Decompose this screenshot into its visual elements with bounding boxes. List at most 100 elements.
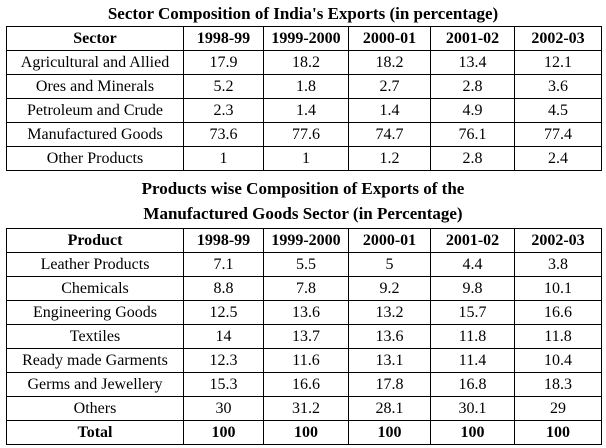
table-cell: 12.5 bbox=[183, 300, 264, 325]
table-cell: 15.7 bbox=[430, 300, 515, 325]
table-cell: 18.3 bbox=[514, 372, 602, 397]
table-cell: 5.5 bbox=[263, 252, 349, 277]
table-cell: Petroleum and Crude bbox=[6, 98, 184, 123]
column-header: Product bbox=[6, 228, 184, 253]
table-cell: 9.2 bbox=[348, 276, 431, 301]
table-row: Chemicals 8.8 7.8 9.2 9.8 10.1 bbox=[6, 276, 602, 301]
table-cell: 4.4 bbox=[430, 252, 515, 277]
table-cell: 2.4 bbox=[514, 146, 602, 171]
table-header-row: Product 1998-99 1999-2000 2000-01 2001-0… bbox=[6, 228, 602, 253]
table-cell: 16.6 bbox=[263, 372, 349, 397]
column-header: 2001-02 bbox=[430, 228, 515, 253]
table-cell: 18.2 bbox=[263, 50, 349, 75]
total-cell: 100 bbox=[348, 420, 431, 445]
table-cell: 8.8 bbox=[183, 276, 264, 301]
table-cell: 4.5 bbox=[514, 98, 602, 123]
column-header: 1998-99 bbox=[183, 228, 264, 253]
table-cell: 2.7 bbox=[348, 74, 431, 99]
table-cell: Other Products bbox=[6, 146, 184, 171]
table-cell: 2.8 bbox=[430, 74, 515, 99]
table-cell: 14 bbox=[183, 324, 264, 349]
table-cell: 12.3 bbox=[183, 348, 264, 373]
table-cell: 16.8 bbox=[430, 372, 515, 397]
table-cell: 77.6 bbox=[263, 122, 349, 147]
table-cell: 12.1 bbox=[514, 50, 602, 75]
table-cell: 13.6 bbox=[263, 300, 349, 325]
column-header: Sector bbox=[6, 26, 184, 51]
table-cell: 11.4 bbox=[430, 348, 515, 373]
column-header: 1999-2000 bbox=[263, 26, 349, 51]
table-cell: Ores and Minerals bbox=[6, 74, 184, 99]
table-cell: 5 bbox=[348, 252, 431, 277]
table-cell: 15.3 bbox=[183, 372, 264, 397]
table-cell: 5.2 bbox=[183, 74, 264, 99]
table-cell: 2.3 bbox=[183, 98, 264, 123]
table-cell: 30 bbox=[183, 396, 264, 421]
table-cell: 7.8 bbox=[263, 276, 349, 301]
table-cell: 29 bbox=[514, 396, 602, 421]
table-cell: 30.1 bbox=[430, 396, 515, 421]
table-cell: Manufactured Goods bbox=[6, 122, 184, 147]
table-cell: 10.1 bbox=[514, 276, 602, 301]
column-header: 2000-01 bbox=[348, 26, 431, 51]
product-composition-table: Product 1998-99 1999-2000 2000-01 2001-0… bbox=[6, 228, 602, 445]
table-cell: 17.8 bbox=[348, 372, 431, 397]
table-row: Ores and Minerals 5.2 1.8 2.7 2.8 3.6 bbox=[6, 74, 602, 99]
table-row: Engineering Goods 12.5 13.6 13.2 15.7 16… bbox=[6, 300, 602, 325]
table-row: Leather Products 7.1 5.5 5 4.4 3.8 bbox=[6, 252, 602, 277]
table-cell: 74.7 bbox=[348, 122, 431, 147]
table-cell: Textiles bbox=[6, 324, 184, 349]
table-cell: Leather Products bbox=[6, 252, 184, 277]
table-cell: 13.2 bbox=[348, 300, 431, 325]
column-header: 2002-03 bbox=[514, 228, 602, 253]
table-cell: 1.2 bbox=[348, 146, 431, 171]
table-cell: Others bbox=[6, 396, 184, 421]
total-cell: 100 bbox=[430, 420, 515, 445]
table-total-row: Total 100 100 100 100 100 bbox=[6, 420, 602, 445]
table-row: Others 30 31.2 28.1 30.1 29 bbox=[6, 396, 602, 421]
column-header: 1999-2000 bbox=[263, 228, 349, 253]
table-cell: Engineering Goods bbox=[6, 300, 184, 325]
table-cell: 17.9 bbox=[183, 50, 264, 75]
table-cell: 9.8 bbox=[430, 276, 515, 301]
table-header-row: Sector 1998-99 1999-2000 2000-01 2001-02… bbox=[6, 26, 602, 51]
table-row: Manufactured Goods 73.6 77.6 74.7 76.1 7… bbox=[6, 122, 602, 147]
table-cell: 77.4 bbox=[514, 122, 602, 147]
table-cell: 18.2 bbox=[348, 50, 431, 75]
table-cell: 11.6 bbox=[263, 348, 349, 373]
table-row: Other Products 1 1 1.2 2.8 2.4 bbox=[6, 146, 602, 171]
table-cell: 1 bbox=[263, 146, 349, 171]
table-cell: 13.1 bbox=[348, 348, 431, 373]
product-table-title-line1: Products wise Composition of Exports of … bbox=[141, 179, 465, 198]
table-cell: 10.4 bbox=[514, 348, 602, 373]
table-cell: 13.6 bbox=[348, 324, 431, 349]
total-cell: 100 bbox=[183, 420, 264, 445]
table-cell: 1.4 bbox=[263, 98, 349, 123]
table-cell: 31.2 bbox=[263, 396, 349, 421]
sector-composition-table: Sector 1998-99 1999-2000 2000-01 2001-02… bbox=[6, 26, 602, 171]
table-row: Textiles 14 13.7 13.6 11.8 11.8 bbox=[6, 324, 602, 349]
table-cell: Chemicals bbox=[6, 276, 184, 301]
table-cell: 16.6 bbox=[514, 300, 602, 325]
table-row: Agricultural and Allied 17.9 18.2 18.2 1… bbox=[6, 50, 602, 75]
sector-table-title: Sector Composition of India's Exports (i… bbox=[107, 4, 499, 23]
table-cell: 13.4 bbox=[430, 50, 515, 75]
table-cell: 28.1 bbox=[348, 396, 431, 421]
table-cell: 7.1 bbox=[183, 252, 264, 277]
table-cell: 3.8 bbox=[514, 252, 602, 277]
table-cell: Ready made Garments bbox=[6, 348, 184, 373]
table-cell: 1 bbox=[183, 146, 264, 171]
table-cell: Germs and Jewellery bbox=[6, 372, 184, 397]
table-row: Germs and Jewellery 15.3 16.6 17.8 16.8 … bbox=[6, 372, 602, 397]
product-table-title-line2: Manufactured Goods Sector (in Percentage… bbox=[143, 204, 463, 223]
table-row: Ready made Garments 12.3 11.6 13.1 11.4 … bbox=[6, 348, 602, 373]
column-header: 1998-99 bbox=[183, 26, 264, 51]
table-row: Petroleum and Crude 2.3 1.4 1.4 4.9 4.5 bbox=[6, 98, 602, 123]
table-cell: Agricultural and Allied bbox=[6, 50, 184, 75]
table-cell: 3.6 bbox=[514, 74, 602, 99]
table-cell: 4.9 bbox=[430, 98, 515, 123]
column-header: 2002-03 bbox=[514, 26, 602, 51]
total-cell: 100 bbox=[514, 420, 602, 445]
table-cell: 13.7 bbox=[263, 324, 349, 349]
table-cell: 1.4 bbox=[348, 98, 431, 123]
